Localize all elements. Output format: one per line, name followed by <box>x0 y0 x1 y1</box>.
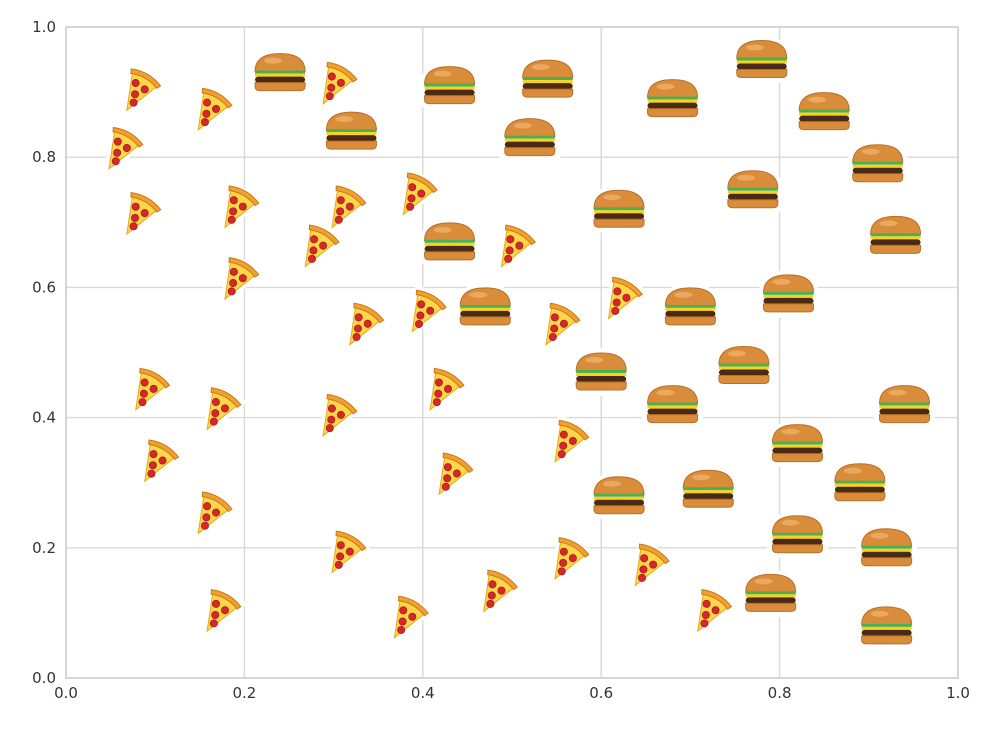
pizza-marker <box>131 362 175 416</box>
hamburger-marker <box>419 62 481 110</box>
hamburger-marker <box>758 270 820 318</box>
pizza-marker <box>398 167 442 221</box>
pizza-marker <box>327 180 371 234</box>
hamburger-marker <box>588 472 650 520</box>
hamburger-marker <box>454 283 516 331</box>
hamburger-marker <box>499 114 561 162</box>
hamburger-marker <box>249 49 311 97</box>
pizza-marker <box>122 63 166 116</box>
pizza-marker <box>425 362 469 416</box>
x-tick-label: 0.6 <box>589 684 613 702</box>
pizza-marker <box>220 180 264 234</box>
hamburger-marker <box>865 211 927 260</box>
pizza-marker <box>550 414 594 468</box>
pizza-marker <box>318 388 362 442</box>
hamburger-marker <box>873 381 935 429</box>
y-tick-label: 0.6 <box>32 278 56 296</box>
x-tick-label: 0.0 <box>54 684 78 702</box>
pizza-marker <box>122 186 166 240</box>
pizza-marker <box>630 538 674 592</box>
data-markers <box>104 36 935 650</box>
hamburger-marker <box>713 342 775 390</box>
x-tick-label: 0.8 <box>768 684 792 702</box>
hamburger-marker <box>856 602 918 650</box>
hamburger-marker <box>517 55 579 104</box>
y-tick-label: 0.0 <box>32 669 56 687</box>
hamburger-marker <box>642 75 704 123</box>
pizza-marker <box>318 56 362 110</box>
pizza-marker <box>550 531 594 585</box>
hamburger-marker <box>731 36 793 84</box>
pizza-marker <box>202 382 246 435</box>
hamburger-marker <box>847 140 909 188</box>
x-tick-label: 0.2 <box>232 684 256 702</box>
hamburger-marker <box>766 511 828 559</box>
hamburger-marker <box>588 185 650 234</box>
pizza-marker <box>104 121 148 175</box>
hamburger-marker <box>856 524 918 572</box>
y-tick-label: 0.2 <box>32 539 56 557</box>
pizza-marker <box>434 447 478 500</box>
pizza-marker <box>479 564 522 618</box>
hamburger-marker <box>419 218 481 266</box>
pizza-marker <box>220 252 264 305</box>
hamburger-marker <box>677 465 739 514</box>
pizza-marker <box>693 584 736 637</box>
x-tick-label: 1.0 <box>946 684 970 702</box>
hamburger-marker <box>320 107 382 156</box>
x-tick-label: 0.4 <box>411 684 435 702</box>
plot-frame <box>65 26 959 679</box>
pizza-marker <box>345 297 389 351</box>
pizza-marker <box>389 590 433 644</box>
pizza-marker <box>193 82 237 136</box>
y-tick-label: 1.0 <box>32 18 56 36</box>
pizza-marker <box>202 584 246 637</box>
tick-labels: 0.0 0.2 0.4 0.6 0.8 1.0 0.0 0.2 0.4 0.6 0.8 1.0 <box>32 18 970 702</box>
hamburger-marker <box>740 569 802 618</box>
y-tick-label: 0.8 <box>32 148 56 166</box>
pizza-marker <box>300 219 344 273</box>
hamburger-marker <box>722 166 784 214</box>
pizza-marker <box>497 219 540 273</box>
hamburger-marker <box>642 381 704 429</box>
pizza-marker <box>193 486 237 540</box>
pizza-marker <box>541 297 585 351</box>
pizza-marker <box>604 271 647 325</box>
hamburger-marker <box>659 283 721 331</box>
y-tick-label: 0.4 <box>32 409 56 427</box>
hamburger-marker <box>766 420 828 468</box>
hamburger-marker <box>829 459 891 507</box>
hamburger-marker <box>570 348 632 397</box>
pizza-marker <box>407 284 451 338</box>
pizza-marker <box>140 434 183 487</box>
hamburger-marker <box>793 88 855 136</box>
pizza-marker <box>327 525 371 579</box>
